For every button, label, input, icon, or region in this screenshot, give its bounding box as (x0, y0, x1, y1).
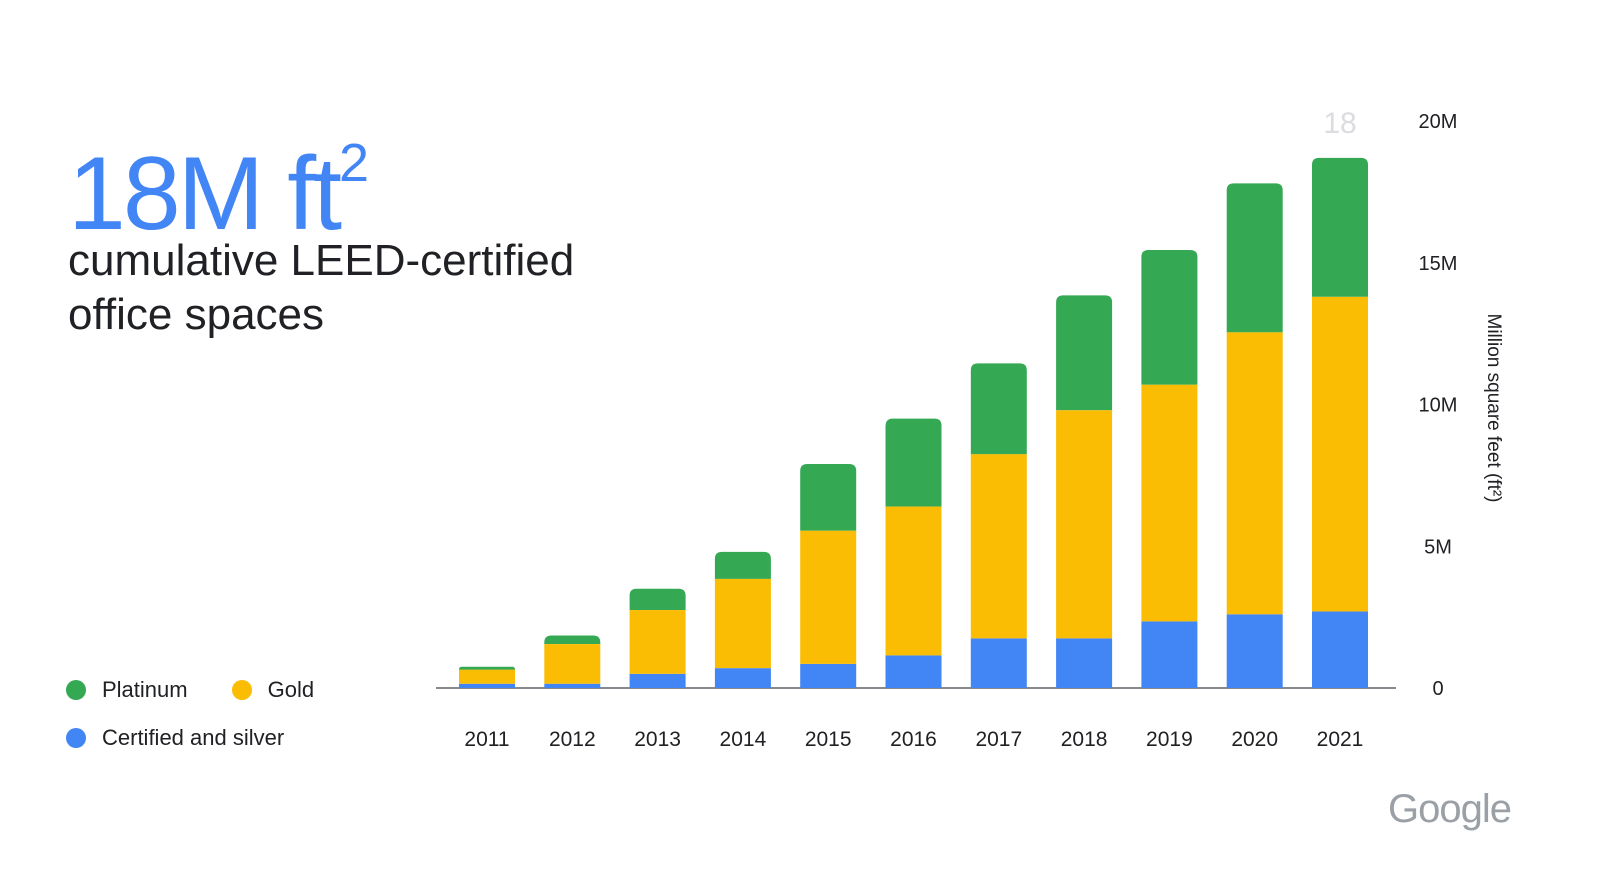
x-tick-label-2011: 2011 (464, 728, 509, 751)
bar-2014-gold (714, 578, 771, 669)
legend-label-platinum: Platinum (102, 677, 188, 702)
chart-subtitle: cumulative LEED-certified office spaces (68, 236, 575, 339)
bar-2016-platinum (885, 418, 942, 507)
bar-2018-gold (1056, 410, 1113, 639)
bar-2015-platinum (800, 464, 857, 531)
bar-2018-platinum (1056, 295, 1113, 411)
x-tick-label-2020: 2020 (1231, 728, 1278, 751)
bar-2011-gold (459, 669, 515, 684)
headline-superscript: 2 (339, 133, 370, 193)
legend: Platinum Gold Certified and silver (66, 676, 358, 772)
legend-dot-gold (231, 680, 252, 700)
bar-2013-gold (629, 610, 686, 674)
bar-2013-platinum (629, 588, 686, 611)
legend-label-gold: Gold (267, 677, 315, 702)
bar-2012-certified-and-silver (544, 683, 601, 688)
x-tick-label-2013: 2013 (634, 728, 681, 751)
y-tick-label-5M: 5M (1424, 536, 1452, 558)
bar-2017-gold (970, 454, 1027, 639)
headline: 18M ft2 (68, 108, 369, 249)
google-logo: Google (1388, 787, 1512, 831)
bar-2017-certified-and-silver (970, 638, 1027, 688)
legend-item-certified-silver: Certified and silver (66, 725, 284, 751)
x-tick-label-2017: 2017 (975, 728, 1022, 751)
legend-dot-certified-silver (66, 728, 86, 748)
legend-row-2: Certified and silver (66, 724, 358, 752)
x-tick-label-2014: 2014 (720, 728, 767, 751)
y-tick-label-10M: 10M (1419, 395, 1458, 417)
legend-item-gold: Gold (231, 677, 315, 703)
bar-2021-platinum (1312, 157, 1368, 297)
bar-2021-certified-and-silver (1312, 611, 1368, 688)
bar-2018-certified-and-silver (1056, 638, 1113, 688)
bar-2011-platinum (459, 666, 515, 670)
annotation-label: 18 (1323, 107, 1356, 140)
bar-2013-certified-and-silver (629, 673, 686, 688)
headline-value: 18M ft (68, 136, 342, 252)
bar-2020-platinum (1226, 183, 1283, 333)
y-axis-title: Million square feet (ft²) (1483, 313, 1504, 502)
bar-2016-certified-and-silver (885, 655, 942, 688)
y-tick-label-15M: 15M (1419, 253, 1458, 275)
legend-label-certified-silver: Certified and silver (102, 725, 285, 750)
bar-2011-certified-and-silver (459, 683, 515, 688)
bar-2017-platinum (970, 363, 1027, 455)
bar-2014-platinum (714, 551, 771, 579)
bar-2016-gold (885, 506, 942, 656)
bar-2019-certified-and-silver (1141, 621, 1198, 688)
legend-row-1: Platinum Gold (66, 676, 358, 704)
legend-dot-platinum (66, 680, 86, 700)
y-tick-label-0: 0 (1432, 678, 1443, 700)
x-tick-label-2018: 2018 (1061, 728, 1108, 751)
bar-2012-gold (544, 644, 601, 684)
bar-2020-certified-and-silver (1226, 614, 1283, 688)
bar-2015-certified-and-silver (800, 663, 857, 688)
bar-2020-gold (1226, 332, 1283, 615)
x-tick-label-2019: 2019 (1146, 728, 1193, 751)
x-tick-label-2012: 2012 (549, 728, 596, 751)
x-tick-label-2016: 2016 (890, 728, 937, 751)
bar-2019-platinum (1141, 249, 1198, 385)
bar-2015-gold (800, 530, 857, 664)
bar-2012-platinum (544, 635, 601, 645)
legend-item-platinum: Platinum (66, 677, 188, 703)
bar-2021-gold (1312, 296, 1368, 612)
bar-2014-certified-and-silver (714, 668, 771, 688)
x-tick-label-2021: 2021 (1317, 728, 1364, 751)
y-tick-label-20M: 20M (1419, 111, 1458, 133)
x-tick-label-2015: 2015 (805, 728, 852, 751)
bar-2019-gold (1141, 384, 1198, 622)
